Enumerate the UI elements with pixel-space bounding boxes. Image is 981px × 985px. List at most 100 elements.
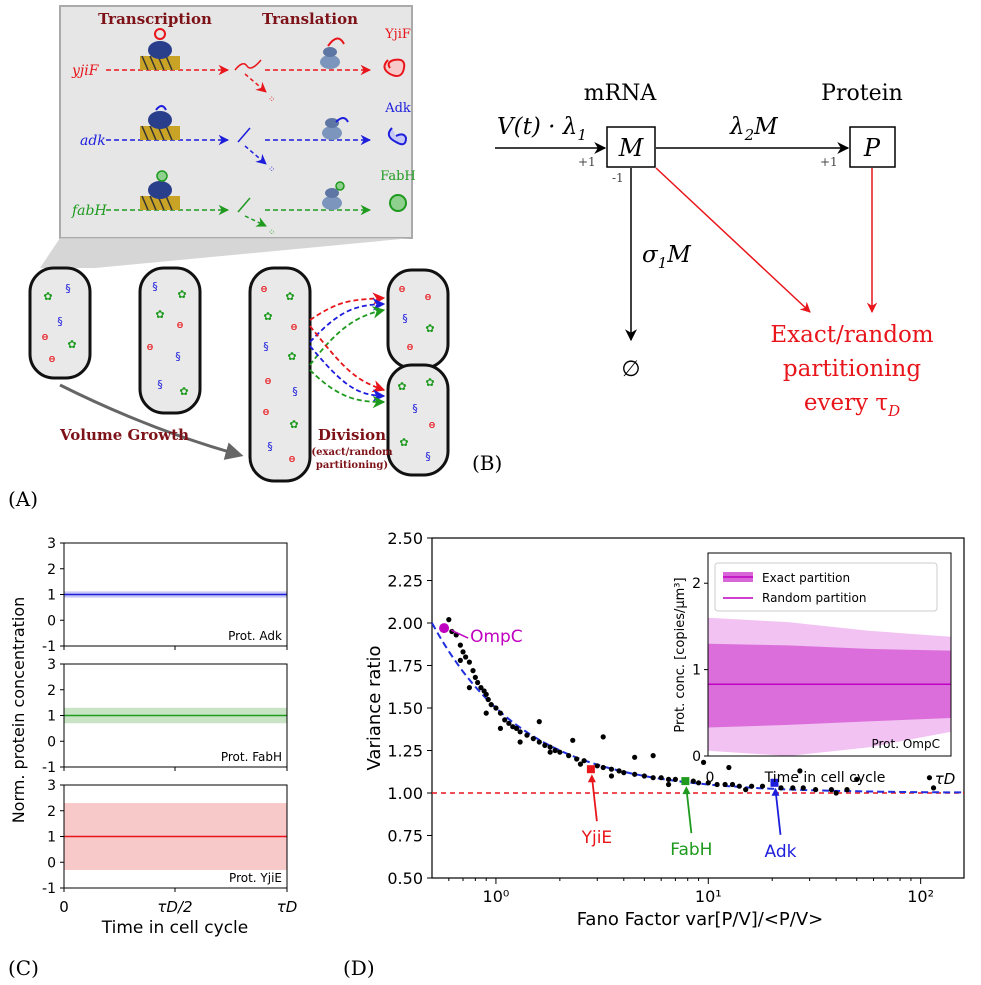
data-point <box>930 785 937 791</box>
mrna-box-label: M <box>618 134 645 162</box>
y-tick-label: 0 <box>47 613 56 629</box>
data-point <box>466 659 472 665</box>
y-tick-label: 0.75 <box>387 827 423 846</box>
data-point <box>574 756 580 762</box>
label-ompc: OmpC <box>470 627 523 647</box>
partition-arrows <box>309 292 386 409</box>
arrow-fabh <box>685 788 693 834</box>
svg-text:✿: ✿ <box>43 290 52 303</box>
data-point <box>460 649 466 655</box>
svg-text:ɵ: ɵ <box>177 318 184 331</box>
data-point <box>497 725 504 732</box>
panel-b: mRNA Protein V(t) · λ1 +1 M -1 λ2M +1 P … <box>472 81 934 475</box>
data-point <box>513 725 520 732</box>
panel-c-plots: -1 0 1 2 3 Prot. Adk -1 0 1 2 3 Prot. FabH -1 0 1 2 3 Pro… <box>42 536 288 897</box>
inset-plot: 0 1 2 <box>692 552 952 765</box>
data-point <box>743 787 749 793</box>
data-point <box>566 753 572 759</box>
data-point <box>463 654 469 660</box>
protein-box <box>849 126 896 168</box>
data-point <box>690 778 696 784</box>
data-point <box>714 781 720 788</box>
x-tick-label: 10⁰ <box>483 887 510 906</box>
svg-text:✿: ✿ <box>67 338 76 351</box>
data-point <box>749 783 755 789</box>
data-point <box>483 710 489 716</box>
data-point <box>641 773 647 779</box>
data-point <box>466 685 472 691</box>
svg-text:✿: ✿ <box>289 418 298 431</box>
svg-text:✿: ✿ <box>425 322 434 335</box>
rna-polymerase-icon <box>140 105 180 141</box>
y-tick-label: 1.00 <box>387 784 423 803</box>
data-point <box>493 705 499 711</box>
y-tick-label: 2 <box>47 562 56 578</box>
y-tick-label: 2.50 <box>387 529 423 548</box>
label-adk: Adk <box>765 842 797 862</box>
protein-label-yjif: YjiF <box>384 27 411 42</box>
panel-d-xlabel: Fano Factor var[P/V]/<P/V> <box>577 909 824 930</box>
gene-label-yjiF: yjiF <box>71 63 100 79</box>
data-point <box>594 763 600 769</box>
data-point <box>608 773 615 779</box>
data-point <box>577 761 584 767</box>
svg-text:§: § <box>263 340 269 353</box>
point-fabh <box>681 777 690 786</box>
protein-icon <box>389 194 407 212</box>
panel-a-label: (A) <box>8 487 38 511</box>
data-point <box>778 785 784 791</box>
data-point <box>547 744 553 750</box>
y-tick-label: 0.50 <box>387 869 423 888</box>
data-point <box>547 749 553 755</box>
protein-label-adk: Adk <box>384 101 411 116</box>
svg-text:✿: ✿ <box>397 380 406 393</box>
zoom-wedge <box>40 238 412 268</box>
label-yjie: YjiE <box>581 828 613 848</box>
decay-fragments: ⁘ <box>268 228 276 238</box>
ribosome-icon <box>320 37 345 69</box>
minus-one-m: -1 <box>612 171 624 185</box>
svg-text:✿: ✿ <box>177 288 186 301</box>
svg-text:§: § <box>425 450 431 463</box>
protein-header: Protein <box>821 81 903 106</box>
protein-box-label: P <box>863 134 881 162</box>
y-tick-label: 1 <box>47 830 56 846</box>
svg-text:ɵ: ɵ <box>291 320 298 333</box>
data-point <box>536 719 542 725</box>
y-tick-label: 3 <box>47 657 56 673</box>
data-point <box>457 657 463 664</box>
data-point <box>812 787 819 793</box>
decay-fragments: ⁘ <box>268 165 276 175</box>
inset-xlabel: Time in cell cycle <box>764 770 886 786</box>
data-point <box>449 628 455 635</box>
svg-text:ɵ: ɵ <box>42 330 49 343</box>
data-point <box>600 734 606 740</box>
svg-text:§: § <box>157 378 163 391</box>
legend-label-exact: Exact partition <box>762 571 850 585</box>
transcription-title: Transcription <box>98 10 212 28</box>
svg-text:§: § <box>175 350 181 363</box>
inset-y-tick-label: 0 <box>692 749 701 765</box>
panel-c-label: (C) <box>8 956 39 980</box>
cell-medium <box>138 266 202 415</box>
plus-one-p: +1 <box>820 155 838 169</box>
data-point <box>736 783 742 789</box>
data-point <box>926 775 933 781</box>
y-tick-label: 3 <box>47 536 56 552</box>
ribosome-icon <box>322 117 349 140</box>
daughter-cell-bottom <box>386 363 450 477</box>
data-point <box>478 685 484 691</box>
ribosome-icon <box>322 181 345 210</box>
panel-c-xtick-half: τD/2 <box>157 898 192 916</box>
arrowhead-adk <box>771 787 780 796</box>
protein-label-fabh: FabH <box>380 169 416 184</box>
empty-set: ∅ <box>621 357 640 382</box>
panel-d-plot: OmpC YjiE FabH Adk <box>431 617 965 862</box>
data-point <box>542 742 548 749</box>
svg-text:§: § <box>412 402 418 415</box>
svg-text:ɵ: ɵ <box>265 374 272 387</box>
panel-d: 0.50 0.75 1.00 1.25 1.50 1.75 2.00 2.25 2.50 10⁰ 1… <box>343 529 965 980</box>
data-point <box>475 679 481 686</box>
inset-frame-top <box>707 552 952 757</box>
